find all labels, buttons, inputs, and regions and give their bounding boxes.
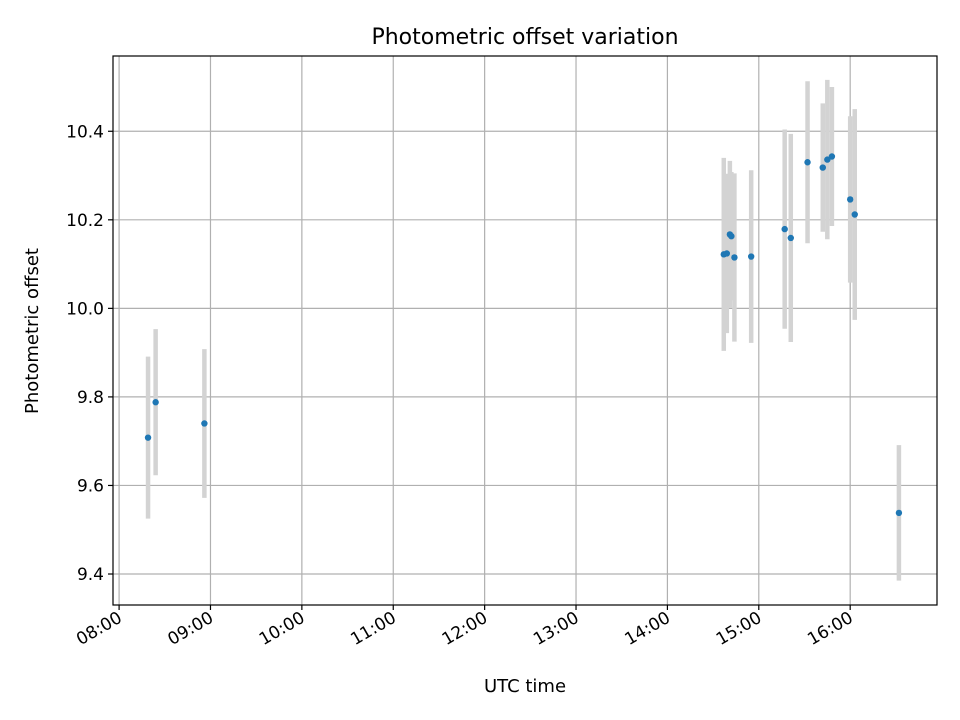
- data-point: [895, 509, 903, 517]
- y-tick-label: 10.2: [66, 211, 104, 231]
- x-tick-label: 13:00: [530, 608, 582, 650]
- y-tick-label: 9.4: [77, 565, 104, 585]
- data-points: [144, 153, 903, 517]
- x-tick-label: 08:00: [73, 608, 125, 650]
- data-point: [144, 434, 152, 441]
- data-point: [152, 399, 159, 406]
- y-tick-label: 9.8: [77, 388, 104, 408]
- y-axis-label: Photometric offset: [22, 248, 43, 414]
- data-point: [723, 250, 731, 257]
- x-tick-label: 12:00: [439, 608, 491, 650]
- grid-lines: [113, 56, 937, 605]
- data-point: [846, 196, 854, 203]
- y-tick-label: 9.6: [77, 476, 104, 496]
- x-tick-label: 16:00: [804, 608, 856, 650]
- plot-frame: [112, 55, 938, 606]
- x-tick-label: 09:00: [165, 608, 217, 650]
- ticks: 08:00 09:00 10:00 11:00 12:00 13:00 14:00 15:00…: [66, 122, 857, 650]
- error-bars: [145, 79, 902, 581]
- x-axis-label: UTC time: [484, 676, 566, 697]
- data-point: [851, 211, 858, 218]
- data-point: [787, 234, 794, 242]
- data-point: [828, 153, 836, 160]
- y-tick-label: 10.0: [66, 299, 104, 319]
- data-point: [731, 254, 738, 261]
- data-point: [819, 164, 826, 171]
- data-point: [728, 232, 735, 240]
- data-point: [824, 156, 831, 163]
- x-tick-label: 14:00: [621, 608, 673, 650]
- x-tick-label: 11:00: [347, 608, 399, 650]
- data-point: [804, 159, 811, 166]
- chart-title: Photometric offset variation: [371, 25, 678, 50]
- x-tick-label: 15:00: [713, 608, 765, 650]
- y-tick-label: 10.4: [66, 122, 104, 142]
- data-point: [747, 253, 755, 260]
- data-point: [201, 420, 208, 427]
- x-tick-label: 10:00: [256, 608, 308, 650]
- data-point: [781, 225, 788, 233]
